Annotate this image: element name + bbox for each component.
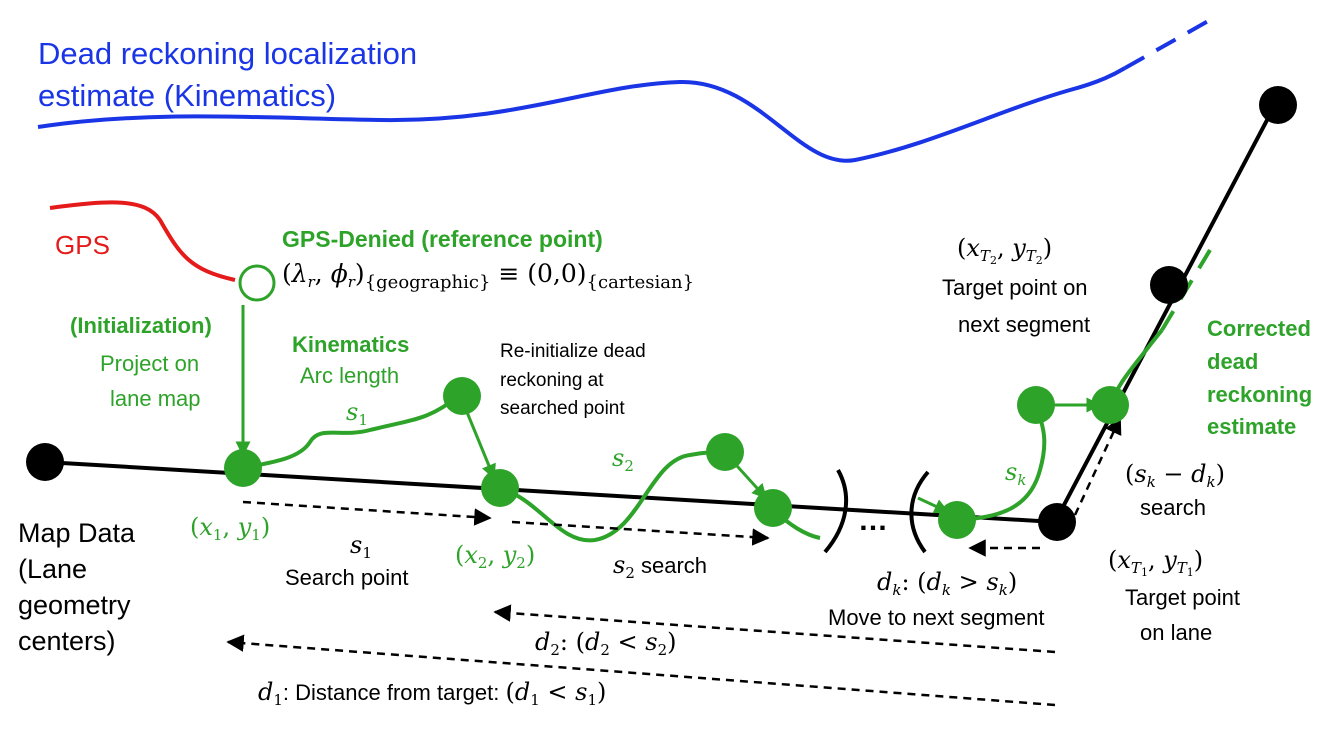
green-node-kin-2 [706, 433, 744, 471]
segment-break-left [823, 469, 849, 554]
green-node-x2y2 [481, 469, 519, 507]
kinematics-label: Kinematics [292, 332, 409, 357]
s2-search-arrow [511, 520, 770, 546]
reinit-label-3: searched point [500, 398, 625, 419]
lane-map-line [44, 460, 1056, 524]
kinematics-path-1 [242, 394, 460, 470]
reinit-label-2: reckoning at [500, 370, 604, 391]
d2-arrow [493, 604, 1056, 654]
target1-label-2: on lane [1140, 620, 1212, 645]
dr-title-line1: Dead reckoning localization [38, 36, 417, 71]
dk-formula: dk: (dk > sk) [877, 568, 1017, 599]
d1-formula: d1: Distance from target: (d1 < s1) [258, 678, 606, 709]
s1-search-label: Search point [285, 565, 409, 590]
sk-dk-search-label: search [1140, 495, 1206, 520]
dk-label: Move to next segment [828, 605, 1044, 630]
target2-coords: (xT2, yT2) [957, 234, 1052, 267]
s1-arc-label: s1 [346, 398, 368, 429]
target2-label-1: Target point on [942, 275, 1088, 300]
corrected-label-1: Corrected [1207, 316, 1311, 341]
s1-search-arrow [242, 500, 492, 526]
x2y2-label: (x2, y2) [455, 541, 535, 572]
corrected-label-3: reckoning [1207, 382, 1312, 407]
sk-arc-label: sk [1005, 458, 1026, 489]
gps-denied-label: GPS-Denied (reference point) [282, 226, 603, 252]
map-data-label-2: (Lane [18, 554, 87, 584]
green-node-corrected [1091, 386, 1129, 424]
map-data-label-1: Map Data [18, 518, 136, 548]
map-start-node [26, 443, 64, 481]
target-node-lane [1038, 503, 1076, 541]
corrected-label-2: dead [1207, 349, 1258, 374]
dead-reckoning-curve [37, 66, 1127, 163]
gps-curve [49, 200, 236, 282]
target1-coords: (xT1, yT1) [1108, 546, 1203, 579]
target1-label-1: Target point [1125, 585, 1240, 610]
next-segment-line [1053, 104, 1277, 523]
ellipsis: … [858, 504, 888, 537]
s2-search-label: s2 search [613, 551, 707, 582]
map-data-label-4: centers) [18, 626, 116, 656]
green-node-search-2 [754, 489, 792, 527]
target2-label-2: next segment [958, 312, 1090, 337]
gps-reference-point [238, 264, 276, 302]
sk-dk-search-arrow [1073, 416, 1122, 516]
d1-arrow [226, 634, 1056, 707]
init-label-1: (Initialization) [70, 313, 212, 338]
segment-node-mid [1150, 266, 1188, 304]
segment-node-end [1259, 86, 1297, 124]
sk-minus-dk: (sk − dk) [1125, 460, 1225, 491]
ref-point-formula: (λr, ϕr){geographic} ≡ (0,0){cartesian} [282, 259, 694, 293]
corrected-label-4: estimate [1207, 414, 1296, 439]
gps-label: GPS [55, 230, 110, 260]
init-label-2: Project on [100, 351, 199, 376]
green-node-k [938, 501, 976, 539]
kinematics-path-2 [499, 450, 726, 543]
init-label-3: lane map [110, 386, 201, 411]
green-node-kin-k [1017, 386, 1055, 424]
dead-reckoning-dashed-extension [1124, 18, 1211, 70]
d2-formula: d2: (d2 < s2) [535, 628, 677, 659]
s1-search-symbol: s1 [350, 531, 372, 562]
map-data-label-3: geometry [18, 590, 131, 620]
reinit-label-1: Re-initialize dead [500, 341, 646, 362]
green-node-kin-1 [443, 377, 481, 415]
x1y1-label: (x1, y1) [190, 513, 270, 544]
green-node-x1y1 [224, 449, 262, 487]
segment-break-right [909, 470, 930, 554]
arc-length-label: Arc length [300, 363, 399, 388]
dr-title-line2: estimate (Kinematics) [38, 78, 336, 113]
s2-arc-label: s2 [612, 444, 634, 475]
